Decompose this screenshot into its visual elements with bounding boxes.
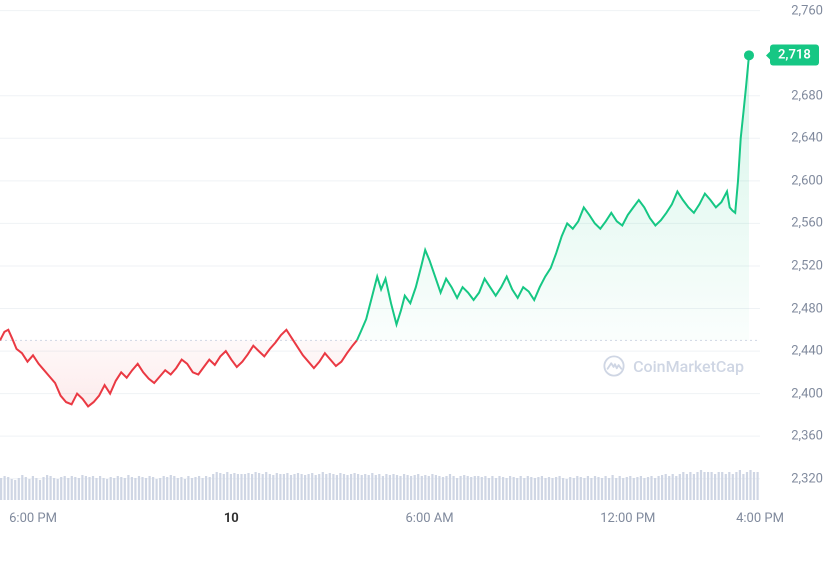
price-chart: 2,320 2,360 2,400 2,440 2,480 2,520 2,560 2,600…	[0, 0, 829, 570]
y-tick-label: 2,320	[791, 471, 823, 486]
x-tick-label: 10	[224, 511, 239, 526]
red-area	[0, 330, 357, 407]
y-tick-label: 2,440	[791, 344, 823, 359]
y-tick-label: 2,640	[791, 131, 823, 146]
x-tick-label: 6:00 AM	[406, 511, 454, 526]
x-tick-label: 6:00 PM	[9, 511, 57, 526]
y-tick-label: 2,360	[791, 429, 823, 444]
y-tick-label: 2,680	[791, 88, 823, 103]
x-tick-label: 4:00 PM	[736, 511, 784, 526]
y-tick-label: 2,480	[791, 301, 823, 316]
volume-bars	[0, 470, 759, 500]
y-tick-label: 2,760	[791, 3, 823, 18]
coinmarketcap-icon	[603, 355, 625, 377]
watermark: CoinMarketCap	[603, 355, 744, 377]
current-price-badge: 2,718	[770, 45, 819, 66]
y-tick-label: 2,560	[791, 216, 823, 231]
current-price-marker	[744, 50, 754, 60]
watermark-text: CoinMarketCap	[633, 357, 744, 376]
x-tick-label: 12:00 PM	[600, 511, 655, 526]
y-tick-label: 2,600	[791, 173, 823, 188]
green-area	[357, 55, 749, 340]
current-price-value: 2,718	[778, 48, 811, 63]
y-tick-label: 2,400	[791, 386, 823, 401]
y-tick-label: 2,520	[791, 258, 823, 273]
chart-svg	[0, 0, 760, 500]
